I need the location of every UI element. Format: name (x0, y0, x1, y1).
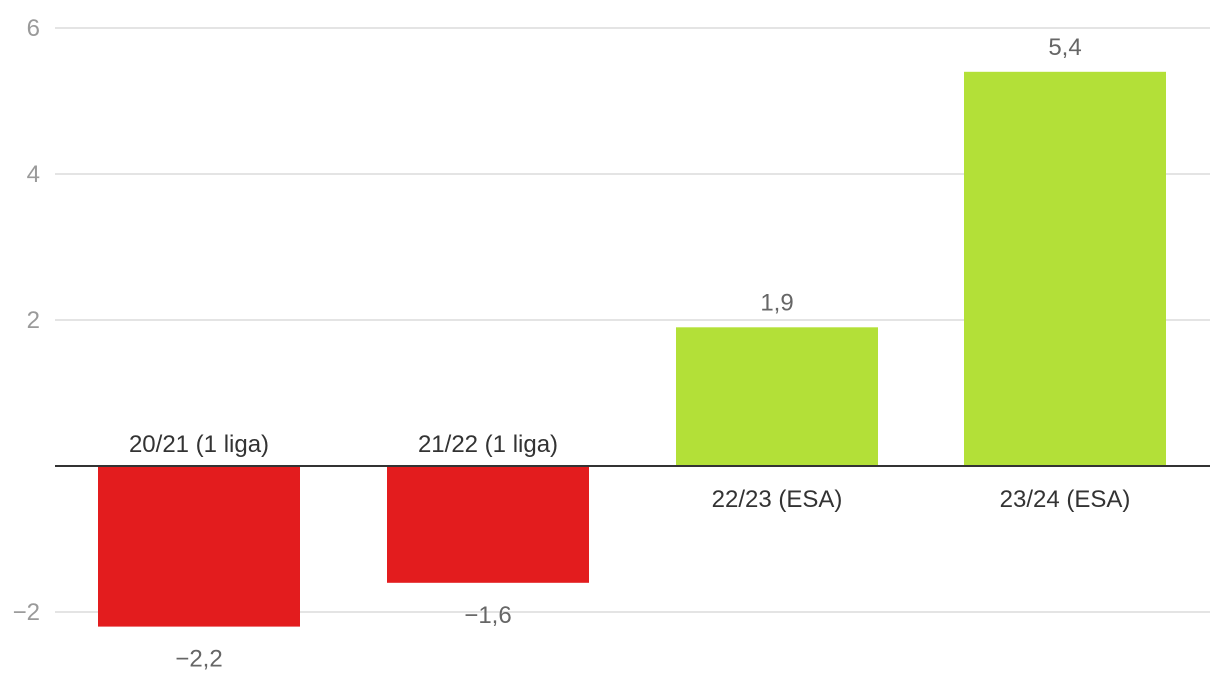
y-tick-label: 4 (27, 161, 40, 188)
bars (98, 71, 1166, 627)
category-label: 21/22 (1 liga) (418, 431, 558, 458)
category-label: 20/21 (1 liga) (129, 431, 269, 458)
category-label: 23/24 (ESA) (1000, 486, 1131, 513)
category-label: 22/23 (ESA) (712, 486, 843, 513)
value-label: −2,2 (175, 646, 222, 673)
bar-0 (98, 466, 300, 627)
y-tick-label: −2 (13, 599, 40, 626)
value-label: 5,4 (1048, 34, 1081, 61)
value-label: −1,6 (464, 602, 511, 629)
y-tick-label: 2 (27, 307, 40, 334)
y-tick-label: 6 (27, 15, 40, 42)
labels: −2 2 4 6 20/21 (1 liga) −2,2 21/22 (1 liga) −1,… (13, 15, 1131, 673)
bar-1 (387, 466, 589, 583)
bar-3 (964, 71, 1166, 467)
bar-2 (676, 327, 878, 466)
value-label: 1,9 (760, 289, 793, 316)
